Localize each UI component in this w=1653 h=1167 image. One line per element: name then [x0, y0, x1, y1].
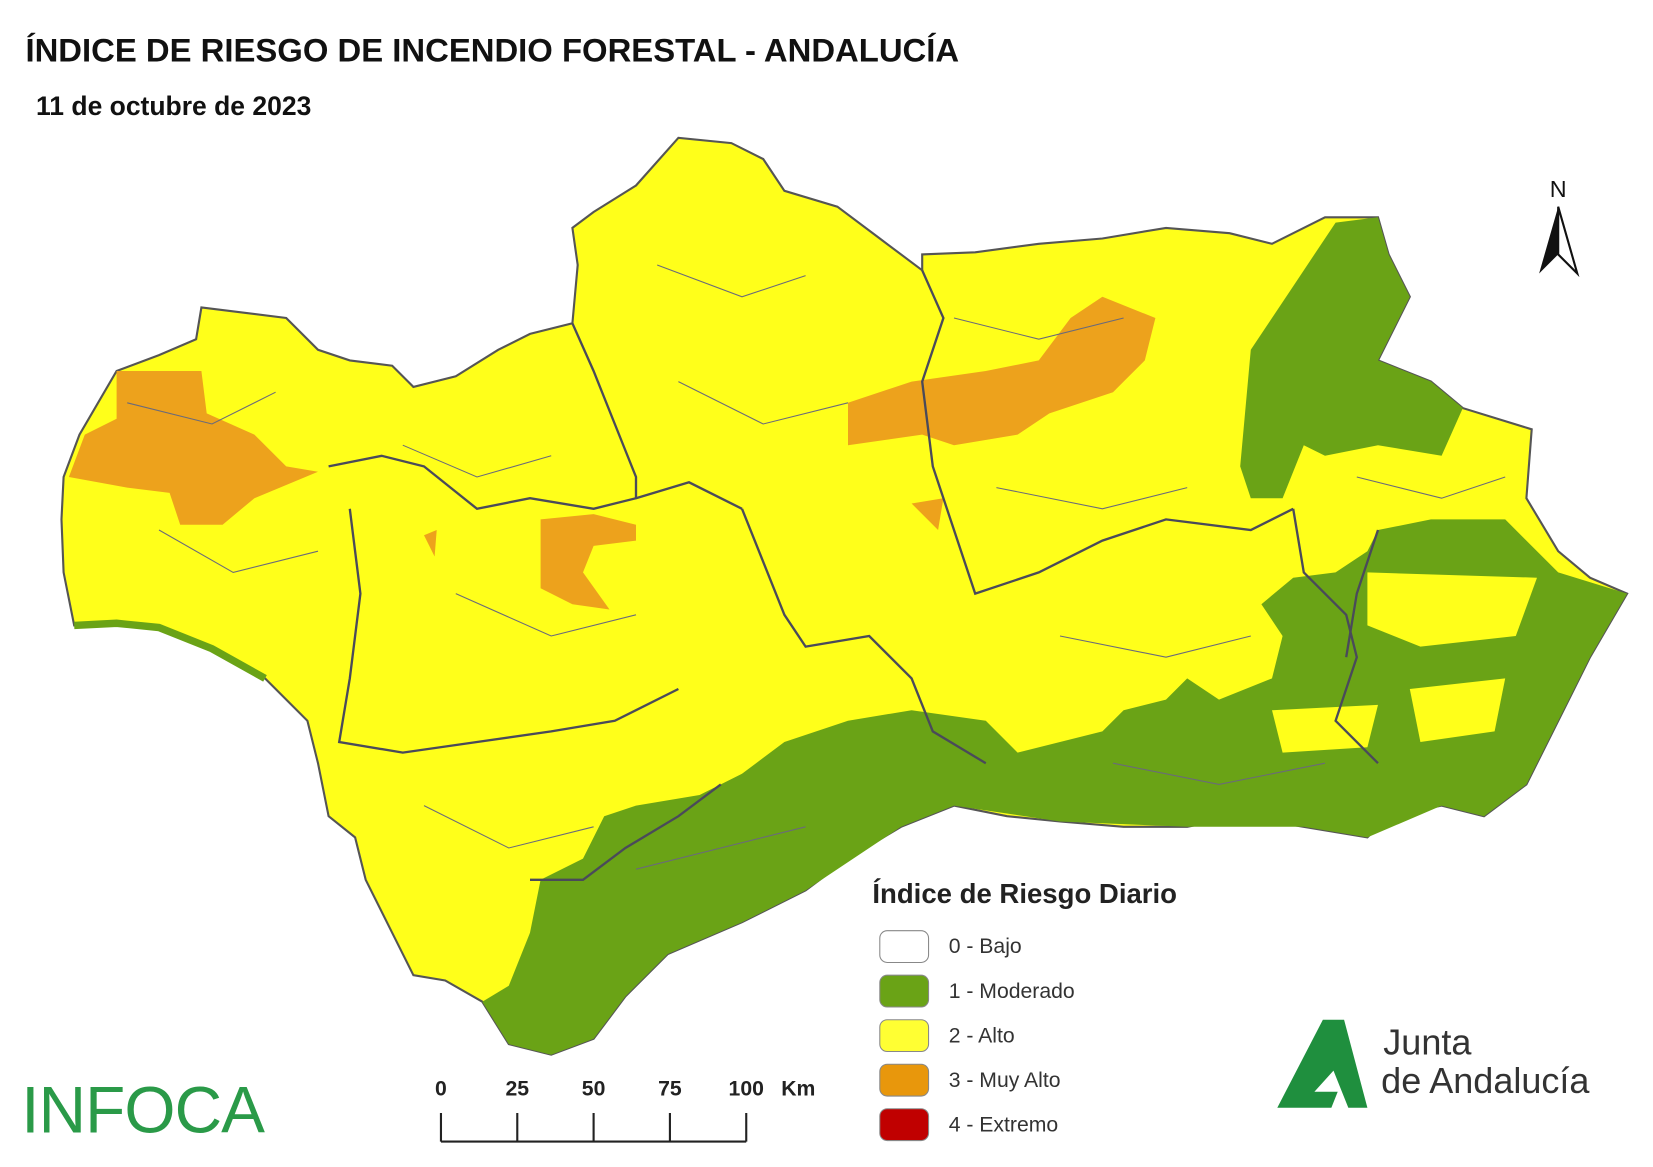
scale-bar: 0 25 50 75 100 Km	[435, 1077, 815, 1143]
junta-line2: de Andalucía	[1381, 1060, 1590, 1101]
junta-line1: Junta	[1383, 1022, 1472, 1063]
legend-swatch	[879, 930, 930, 964]
region-yellow-patch	[1271, 704, 1378, 753]
date: 11 de octubre de 2023	[36, 91, 311, 121]
legend-swatch	[879, 1019, 930, 1053]
map-content: ÍNDICE DE RIESGO DE INCENDIO FORESTAL - …	[21, 32, 1629, 1146]
legend-label: 3 - Muy Alto	[949, 1069, 1061, 1092]
legend-label: 0 - Bajo	[949, 935, 1022, 958]
region-green-coast	[74, 619, 267, 682]
legend-label: 4 - Extremo	[949, 1113, 1059, 1136]
region-map	[60, 136, 1629, 1056]
region-yellow	[60, 136, 1629, 1056]
north-arrow: N	[1539, 176, 1580, 278]
title: ÍNDICE DE RIESGO DE INCENDIO FORESTAL - …	[25, 32, 959, 69]
region-orange	[911, 498, 944, 530]
scale-tick-label: 25	[505, 1077, 529, 1100]
region-green-south	[482, 519, 1628, 1055]
legend-label: 2 - Alto	[949, 1024, 1015, 1047]
region-yellow-patch	[1409, 678, 1506, 742]
scale-tick-label: 75	[658, 1077, 682, 1100]
province-borders	[328, 269, 1380, 881]
north-arrow-left	[1539, 206, 1559, 274]
legend-swatch	[879, 974, 930, 1008]
region-orange	[423, 530, 437, 557]
region-orange	[540, 514, 636, 610]
junta-logo: Junta de Andalucía	[1277, 1019, 1590, 1108]
municipal-borders	[127, 264, 1506, 870]
scale-tick-label: 100	[729, 1077, 764, 1100]
north-label: N	[1550, 176, 1567, 202]
scale-tick-label: 0	[435, 1077, 447, 1100]
region-green-east	[1240, 217, 1463, 499]
region-yellow-patch	[1367, 572, 1537, 647]
junta-emblem	[1277, 1019, 1368, 1108]
legend-swatch	[879, 1108, 930, 1142]
legend-title: Índice de Riesgo Diario	[872, 878, 1177, 909]
scale-tick-label: 50	[582, 1077, 606, 1100]
region-orange	[68, 370, 318, 525]
legend-swatch	[879, 1063, 930, 1097]
scale-unit: Km	[781, 1077, 815, 1100]
infoca-logo: INFOCA	[21, 1073, 265, 1146]
north-arrow-right	[1557, 206, 1580, 278]
legend: Índice de Riesgo Diario 0 - Bajo 1 - Mode…	[872, 878, 1177, 1142]
legend-label: 1 - Moderado	[949, 980, 1075, 1003]
